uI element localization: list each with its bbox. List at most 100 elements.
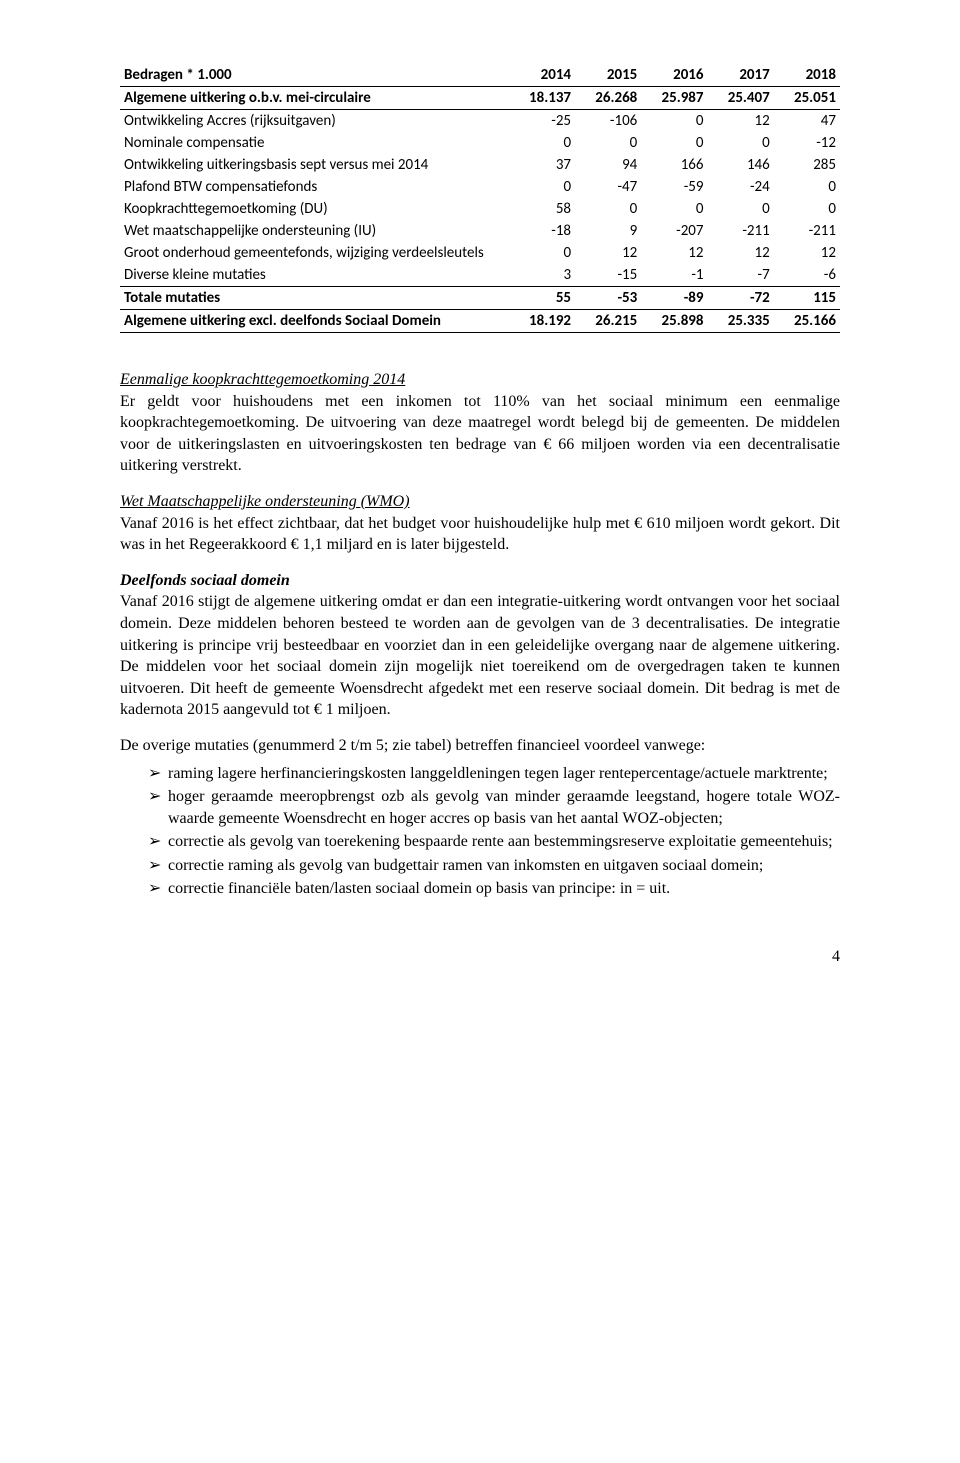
table-row: Wet maatschappelijke ondersteuning (IU)-… [120,220,840,242]
hdr-2017: 2017 [708,64,774,87]
cell: 94 [575,154,641,176]
cell: 0 [641,198,707,220]
cell: 12 [708,110,774,133]
table-row: Groot onderhoud gemeentefonds, wijziging… [120,242,840,264]
row-algemene-obv: Algemene uitkering o.b.v. mei-circulaire… [120,87,840,110]
cell: -53 [575,287,641,310]
cell: 0 [641,110,707,133]
cell: 58 [509,198,575,220]
body-wmo: Vanaf 2016 is het effect zichtbaar, dat … [120,515,840,554]
cell: 166 [641,154,707,176]
cell: -1 [641,264,707,287]
cell: 25.987 [641,87,707,110]
hdr-2018: 2018 [774,64,840,87]
cell: 12 [641,242,707,264]
cell: 9 [575,220,641,242]
table-row: Diverse kleine mutaties3-15-1-7-6 [120,264,840,287]
section-deelfonds: Deelfonds sociaal domein Vanaf 2016 stij… [120,570,840,721]
cell: 26.215 [575,310,641,333]
cell: 115 [774,287,840,310]
cell: 37 [509,154,575,176]
heading-deelfonds: Deelfonds sociaal domein [120,572,290,589]
cell: 0 [641,132,707,154]
cell: 0 [774,198,840,220]
cell-label: Nominale compensatie [120,132,509,154]
cell-label: Algemene uitkering o.b.v. mei-circulaire [120,87,509,110]
cell: 146 [708,154,774,176]
cell: 18.192 [509,310,575,333]
cell: -72 [708,287,774,310]
cell: -89 [641,287,707,310]
hdr-label: Bedragen * 1.000 [120,64,509,87]
table-header-row: Bedragen * 1.000 2014 2015 2016 2017 201… [120,64,840,87]
cell: 0 [575,132,641,154]
cell: 3 [509,264,575,287]
cell: 18.137 [509,87,575,110]
body-deelfonds: Vanaf 2016 stijgt de algemene uitkering … [120,593,840,718]
cell: 25.407 [708,87,774,110]
cell: 25.898 [641,310,707,333]
cell: -24 [708,176,774,198]
cell: 47 [774,110,840,133]
cell: 12 [774,242,840,264]
cell: -47 [575,176,641,198]
cell: -6 [774,264,840,287]
table-row: Ontwikkeling Accres (rijksuitgaven)-25-1… [120,110,840,133]
list-item: raming lagere herfinancieringskosten lan… [148,763,840,785]
page-number: 4 [120,948,840,966]
cell: -59 [641,176,707,198]
section-koopkracht: Eenmalige koopkrachttegemoetkoming 2014 … [120,369,840,477]
list-item: correctie raming als gevolg van budgetta… [148,855,840,877]
cell: -12 [774,132,840,154]
heading-wmo: Wet Maatschappelijke ondersteuning (WMO) [120,493,410,510]
table-row: Koopkrachttegemoetkoming (DU)580000 [120,198,840,220]
list-intro: De overige mutaties (genummerd 2 t/m 5; … [120,735,840,757]
cell-label: Plafond BTW compensatiefonds [120,176,509,198]
list-item: correctie als gevolg van toerekening bes… [148,831,840,853]
cell: 25.051 [774,87,840,110]
cell: 0 [708,132,774,154]
cell-label: Diverse kleine mutaties [120,264,509,287]
cell: 12 [575,242,641,264]
hdr-2015: 2015 [575,64,641,87]
cell: 55 [509,287,575,310]
table-row: Ontwikkeling uitkeringsbasis sept versus… [120,154,840,176]
cell: -18 [509,220,575,242]
cell: -15 [575,264,641,287]
cell: 0 [509,242,575,264]
cell-label: Wet maatschappelijke ondersteuning (IU) [120,220,509,242]
cell-label: Algemene uitkering excl. deelfonds Socia… [120,310,509,333]
cell: 0 [708,198,774,220]
cell-label: Ontwikkeling uitkeringsbasis sept versus… [120,154,509,176]
cell: -207 [641,220,707,242]
cell: -25 [509,110,575,133]
table-row: Nominale compensatie0000-12 [120,132,840,154]
body-koopkracht: Er geldt voor huishoudens met een inkome… [120,393,840,475]
cell-label: Groot onderhoud gemeentefonds, wijziging… [120,242,509,264]
cell-label: Totale mutaties [120,287,509,310]
cell: 0 [509,176,575,198]
mutaties-list: raming lagere herfinancieringskosten lan… [120,763,840,901]
cell: 12 [708,242,774,264]
cell: -106 [575,110,641,133]
cell: -211 [774,220,840,242]
row-totale-mutaties: Totale mutaties 55 -53 -89 -72 115 [120,287,840,310]
cell-label: Koopkrachttegemoetkoming (DU) [120,198,509,220]
list-item: correctie financiële baten/lasten sociaa… [148,878,840,900]
cell: 26.268 [575,87,641,110]
cell: -7 [708,264,774,287]
row-algemene-excl: Algemene uitkering excl. deelfonds Socia… [120,310,840,333]
cell: 0 [575,198,641,220]
mutaties-table: Bedragen * 1.000 2014 2015 2016 2017 201… [120,64,840,333]
cell: 0 [509,132,575,154]
section-wmo: Wet Maatschappelijke ondersteuning (WMO)… [120,491,840,556]
table-row: Plafond BTW compensatiefonds0-47-59-240 [120,176,840,198]
cell: 285 [774,154,840,176]
cell: 25.166 [774,310,840,333]
list-item: hoger geraamde meeropbrengst ozb als gev… [148,786,840,829]
hdr-2016: 2016 [641,64,707,87]
hdr-2014: 2014 [509,64,575,87]
cell: -211 [708,220,774,242]
cell-label: Ontwikkeling Accres (rijksuitgaven) [120,110,509,133]
cell: 25.335 [708,310,774,333]
